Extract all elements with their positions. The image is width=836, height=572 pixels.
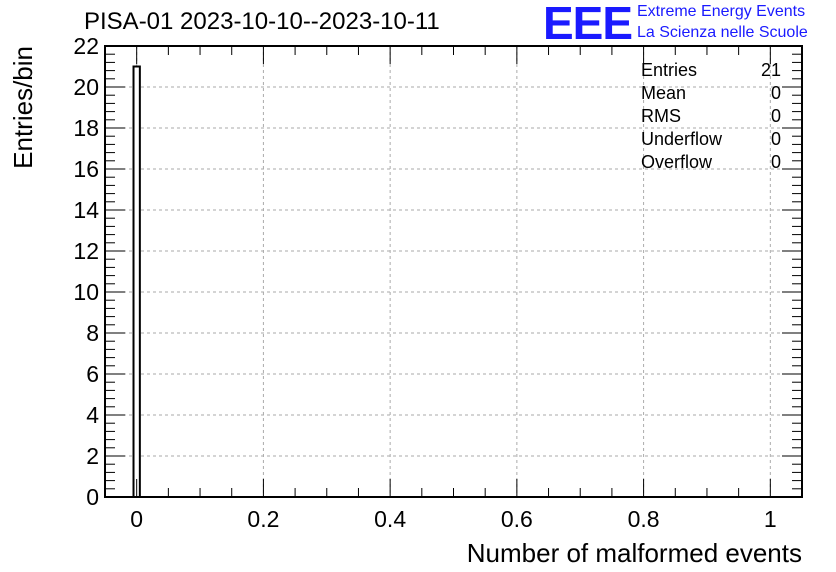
y-tick-label: 0 xyxy=(86,484,99,510)
x-axis-label: Number of malformed events xyxy=(467,538,802,568)
y-tick-label: 14 xyxy=(73,197,99,223)
stat-row-overflow: Overflow 0 xyxy=(641,152,781,175)
x-tick-label: 0.8 xyxy=(628,506,660,532)
stat-label: RMS xyxy=(641,106,681,126)
stat-value: 0 xyxy=(770,152,781,172)
y-tick-label: 2 xyxy=(86,443,99,469)
stat-label: Mean xyxy=(641,83,687,103)
y-axis-label: Entries/bin xyxy=(8,46,38,169)
x-tick-label: 0 xyxy=(130,506,143,532)
y-tick-label: 16 xyxy=(73,156,99,182)
stat-value: 0 xyxy=(770,129,781,149)
logo-text-line1: Extreme Energy Events xyxy=(637,3,806,20)
stat-label: Entries xyxy=(641,60,698,80)
stat-label: Underflow xyxy=(641,129,723,149)
x-tick-label: 1 xyxy=(764,506,777,532)
y-tick-label: 18 xyxy=(73,115,99,141)
stat-label: Overflow xyxy=(641,152,713,172)
eee-logo: EEE xyxy=(543,0,633,49)
stat-value: 0 xyxy=(770,83,781,103)
y-tick-label: 12 xyxy=(73,238,99,264)
histogram-bar xyxy=(132,65,141,498)
stat-value: 0 xyxy=(770,106,781,126)
y-tick-label: 8 xyxy=(86,320,99,346)
x-tick-label: 0.2 xyxy=(247,506,279,532)
chart-title: PISA-01 2023-10-10--2023-10-11 xyxy=(84,8,440,35)
stat-row-rms: RMS 0 xyxy=(641,106,781,129)
y-tick-label: 10 xyxy=(73,279,99,305)
y-tick-label: 22 xyxy=(73,33,99,59)
stat-value: 21 xyxy=(760,60,781,80)
stat-row-mean: Mean 0 xyxy=(641,83,781,106)
y-tick-label: 4 xyxy=(86,402,99,428)
x-tick-label: 0.6 xyxy=(501,506,533,532)
logo-text-line2: La Scienza nelle Scuole xyxy=(637,24,808,41)
x-tick-label: 0.4 xyxy=(374,506,406,532)
stat-row-underflow: Underflow 0 xyxy=(641,129,781,152)
stats-box: Entries 21 Mean 0 RMS 0 Underflow 0 Over… xyxy=(641,60,781,175)
y-tick-label: 6 xyxy=(86,361,99,387)
stat-row-entries: Entries 21 xyxy=(641,60,781,83)
y-tick-label: 20 xyxy=(73,74,99,100)
